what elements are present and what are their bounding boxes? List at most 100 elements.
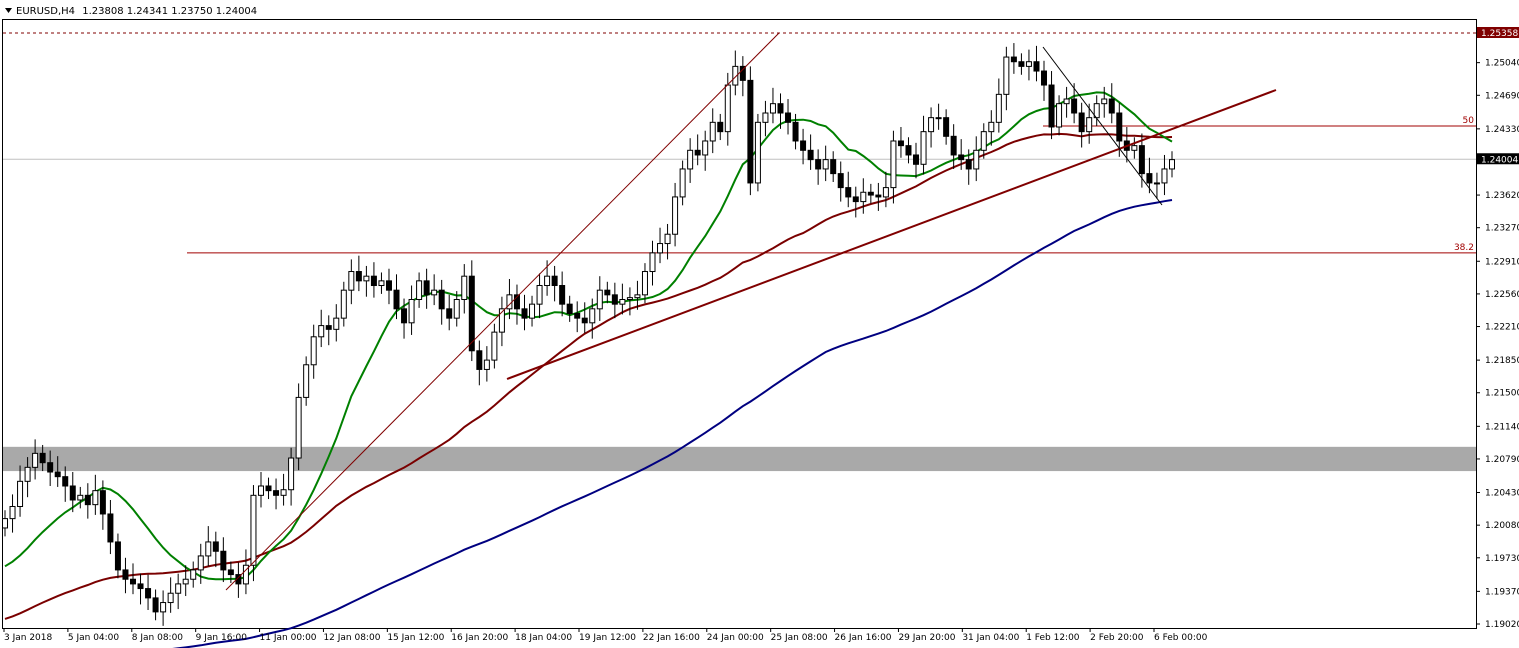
candle-body	[24, 466, 31, 482]
support-zone[interactable]	[3, 446, 1476, 472]
candle-body	[807, 149, 814, 161]
candle-body	[897, 140, 904, 147]
candle	[265, 477, 272, 500]
y-tick-label: 1.24690	[1485, 91, 1519, 101]
candle-body	[152, 597, 159, 613]
candle-body	[529, 303, 536, 319]
candle	[980, 123, 987, 159]
candle-body	[393, 289, 400, 310]
candle-body	[882, 187, 889, 198]
candle	[39, 444, 46, 472]
candle	[1041, 60, 1048, 101]
candle-body	[521, 308, 528, 319]
candle	[913, 142, 920, 179]
candle	[122, 557, 129, 594]
candle	[965, 149, 972, 185]
candle-body	[769, 103, 776, 114]
y-tick-label: 1.22560	[1485, 290, 1519, 300]
candle-body	[77, 494, 84, 501]
candle-body	[943, 117, 950, 137]
candle	[318, 309, 325, 348]
candle-body	[69, 485, 76, 501]
candle	[943, 109, 950, 145]
candle	[498, 296, 505, 347]
fib-retracement-diagonal-line[interactable]	[225, 32, 780, 591]
candle-body	[385, 280, 392, 291]
candle	[114, 533, 121, 579]
candle-body	[1116, 112, 1123, 142]
candle	[47, 450, 54, 486]
candle-body	[355, 271, 362, 282]
candle	[958, 139, 965, 170]
candle-body	[792, 121, 799, 142]
candle	[363, 265, 370, 297]
candle	[890, 130, 897, 204]
price-axis[interactable]: 1.25040 1.24690 1.24330 1.23620 1.23270 1.229…	[1476, 59, 1519, 630]
candle	[483, 346, 490, 382]
candle	[62, 466, 69, 502]
candle	[54, 456, 61, 487]
candle-body	[227, 569, 234, 576]
candle	[17, 465, 24, 517]
candle	[1101, 86, 1108, 118]
candle	[679, 160, 686, 206]
candle-body	[687, 149, 694, 170]
candlestick-series	[2, 43, 1175, 626]
candle-body	[310, 336, 317, 366]
candle	[431, 274, 438, 306]
candle	[815, 149, 822, 185]
candle	[897, 126, 904, 158]
y-tick-label: 1.21500	[1485, 389, 1519, 399]
candle-body	[596, 289, 603, 310]
symbol-menu-arrow-icon[interactable]	[5, 8, 12, 13]
candle	[536, 273, 543, 319]
candle	[566, 295, 573, 322]
candle-body	[2, 518, 8, 529]
uptrend-line[interactable]	[506, 89, 1277, 380]
x-tick-label: 25 Jan 08:00	[771, 633, 828, 643]
candle	[378, 272, 385, 294]
candle-body	[114, 541, 121, 571]
x-tick-label: 3 Jan 2018	[4, 633, 52, 643]
candle	[709, 108, 716, 154]
x-tick-label: 31 Jan 04:00	[962, 633, 1019, 643]
candle-body	[935, 117, 942, 120]
candle	[717, 113, 724, 141]
candle	[24, 457, 31, 498]
candle	[9, 494, 16, 533]
candle-body	[566, 303, 573, 314]
candle	[822, 145, 829, 182]
candle-body	[295, 396, 302, 459]
candle	[1018, 53, 1025, 75]
candle	[867, 183, 874, 204]
candle-body	[890, 140, 897, 189]
downtrend-line[interactable]	[1042, 46, 1163, 206]
candle	[1048, 71, 1055, 140]
candle	[1003, 46, 1010, 111]
candle-body	[265, 485, 272, 492]
candle-body	[17, 480, 24, 508]
candle-body	[724, 84, 731, 133]
candle-body	[581, 317, 588, 324]
candle	[227, 561, 234, 583]
candle-body	[920, 131, 927, 165]
candle	[807, 134, 814, 170]
candle-body	[619, 299, 626, 305]
candle-body	[544, 275, 551, 287]
candle	[32, 439, 39, 480]
candle	[468, 260, 475, 362]
candle	[325, 315, 332, 346]
candle	[408, 285, 415, 335]
candle	[212, 531, 219, 568]
y-tick-label: 1.25040	[1485, 59, 1519, 69]
candle	[619, 283, 626, 315]
candle-body	[634, 294, 641, 299]
candle-body	[762, 112, 769, 123]
candle-body	[664, 233, 671, 245]
candle-body	[604, 289, 611, 296]
x-tick-label: 6 Feb 00:00	[1154, 633, 1208, 643]
candle-body	[875, 194, 882, 198]
time-axis[interactable]: 3 Jan 2018 5 Jan 04:00 8 Jan 08:00 9 Jan 16…	[3, 628, 1208, 643]
candle-body	[1153, 182, 1160, 185]
